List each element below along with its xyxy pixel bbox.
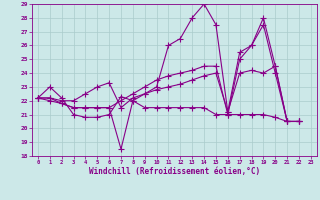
X-axis label: Windchill (Refroidissement éolien,°C): Windchill (Refroidissement éolien,°C) xyxy=(89,167,260,176)
